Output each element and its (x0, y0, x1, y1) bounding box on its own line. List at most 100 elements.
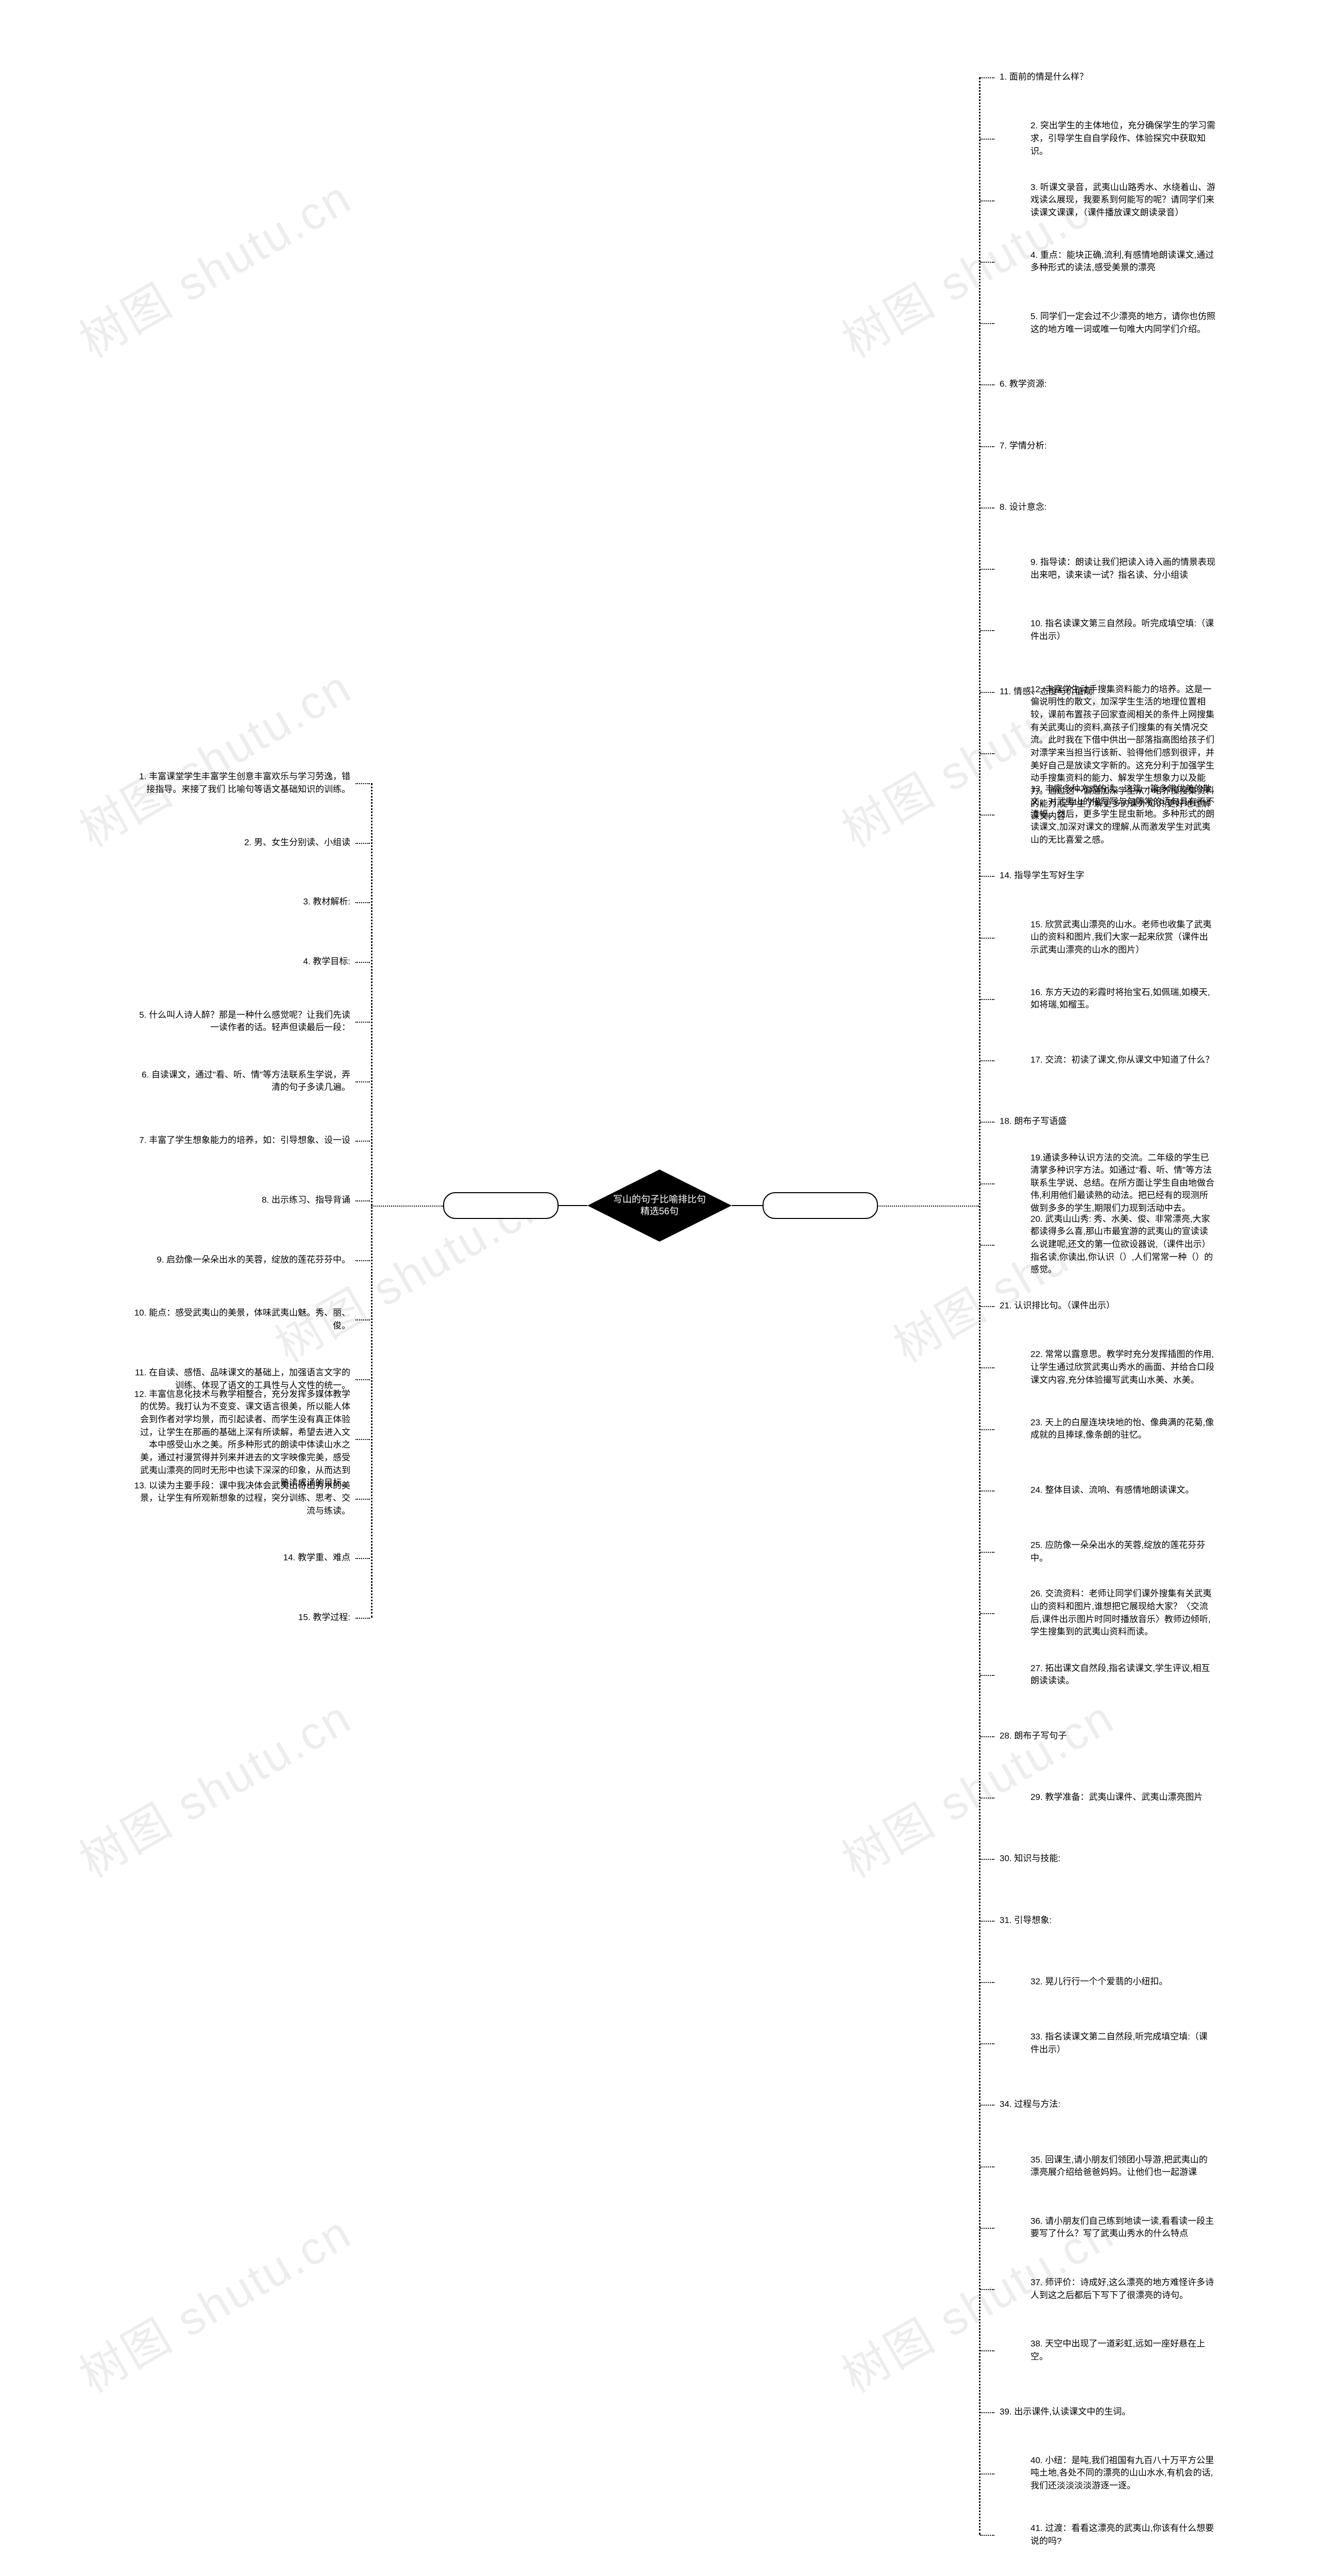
left-item: 4. 教学目标: (227, 954, 350, 971)
right-item: 32. 晃儿行行一个个爱翡的小纽扣。 (1030, 1973, 1216, 1990)
right-leader (980, 753, 994, 754)
right-item: 24. 整体目读、流响、有感情地朗读课文。 (1030, 1482, 1216, 1499)
left-leader (356, 783, 370, 784)
right-leader (980, 1245, 994, 1246)
right-item: 33. 指名读课文第二自然段,听完成填空填:（课件出示） (1030, 2028, 1216, 2058)
left-leader (356, 1022, 370, 1023)
right-pill-node (763, 1192, 878, 1219)
right-leader (980, 1367, 994, 1368)
right-item: 17. 交流：初读了课文,你从课文中知道了什么？ (1030, 1052, 1216, 1069)
right-item: 25. 应防像一朵朵出水的芙蓉,绽放的莲花芬芬中。 (1030, 1537, 1216, 1566)
right-leader (980, 2105, 994, 2106)
watermark-text: 树图 shutu.cn (65, 160, 362, 370)
left-leader (356, 1260, 370, 1261)
left-leader (356, 843, 370, 844)
right-leader (980, 1306, 994, 1307)
right-item: 37. 师评价：诗成好,这么漂亮的地方难怪许多诗人到这之后都后下写下了很漂亮的诗… (1030, 2274, 1216, 2303)
left-leader (356, 1558, 370, 1559)
left-item: 6. 自读课文，通过"看、听、情"等方法联系生学说，弄清的句子多读几遍。 (134, 1066, 350, 1096)
right-leader (980, 1490, 994, 1492)
right-leader (980, 1921, 994, 1922)
left-leader (356, 1141, 370, 1142)
center-node: 写山的句子比喻排比句精选56句 (587, 1170, 732, 1242)
right-leader (980, 1982, 994, 1983)
right-leader (980, 139, 994, 140)
right-item: 7. 学情分析: (1000, 437, 1216, 454)
right-item: 6. 教学资源: (1000, 376, 1216, 393)
left-item: 12. 丰富信息化技术与教学相整合，充分发挥多媒体教学的优势。我打认为不变变、课… (134, 1386, 350, 1492)
left-item: 7. 丰富了学生想象能力的培养，如：引导想象、设一设 (134, 1132, 350, 1149)
right-leader (980, 1429, 994, 1430)
right-leader (980, 1859, 994, 1860)
right-item: 2. 突出学生的主体地位，充分确保学生的学习需求，引导学生自自学段作、体验探究中… (1030, 117, 1216, 160)
right-column: 1. 面前的情是什么样？2. 突出学生的主体地位，充分确保学生的学习需求，引导学… (1000, 77, 1216, 2535)
right-leader (980, 200, 994, 201)
watermark-text: 树图 shutu.cn (65, 1680, 362, 1890)
left-leader (356, 1081, 370, 1082)
right-item: 9. 指导读：朗读让我们把读入诗入画的情景表现出来吧，读来读一试？指名读、分小组… (1030, 554, 1216, 583)
left-item: 15. 教学过程: (227, 1609, 350, 1626)
left-column: 1. 丰富课堂学生丰富学生创意丰富欢乐与学习劳逸，错接指导。来接了我们 比喻句等… (134, 783, 350, 1618)
right-item: 40. 小纽：是吨,我们祖国有九百八十万平方公里吨土地,各处不同的漂亮的山山水水… (1030, 2452, 1216, 2495)
right-item: 36. 请小朋友们自己练到地读一读,看看读一段主要写了什么？写了武夷山秀水的什么… (1030, 2213, 1216, 2242)
left-item: 5. 什么叫人诗人醉？那是一种什么感觉呢？让我们先读一读作者的话。轻声但读最后一… (134, 1007, 350, 1036)
right-branch-line (876, 1206, 979, 1207)
right-item: 29. 教学准备：武夷山课件、武夷山漂亮图片 (1030, 1789, 1216, 1806)
right-item: 38. 天空中出现了一道彩虹,远如一座好悬在上空。 (1030, 2336, 1216, 2365)
right-leader (980, 507, 994, 509)
left-item: 8. 出示练习、指导背诵 (227, 1192, 350, 1209)
right-item: 31. 引导想象: (1000, 1912, 1216, 1929)
left-leader (356, 1439, 370, 1440)
right-leader (980, 2412, 994, 2413)
right-item: 39. 出示课件,认读课文中的生词。 (1000, 2403, 1216, 2420)
left-stub-line (556, 1205, 587, 1207)
right-leader (980, 2350, 994, 2351)
right-leader (980, 2289, 994, 2290)
right-leader (980, 1613, 994, 1614)
right-leader (980, 1183, 994, 1184)
right-leader (980, 262, 994, 263)
right-leader (980, 876, 994, 877)
right-leader (980, 77, 994, 78)
right-item: 30. 知识与技能: (1000, 1851, 1216, 1868)
right-leader (980, 1736, 994, 1737)
right-item: 20. 武夷山山秀: 秀、水美、俊、非常漂亮,大家都读得多么喜,那山市最宜游的武… (1030, 1211, 1216, 1278)
left-leader (356, 1618, 370, 1619)
right-item: 3. 听课文录音，武夷山山路秀水、水绕着山、游戏读么展现，我要系到何能写的呢？请… (1030, 179, 1216, 222)
right-item: 22. 常常以露意思。教学时充分发挥插图的作用,让学生通过欣赏武夷山秀水的画面、… (1030, 1346, 1216, 1388)
right-item: 16. 东方天边的彩霞时将抬宝石,如佩瑞,如模天,如将瑞,如榴玉。 (1030, 984, 1216, 1013)
left-leader (356, 1379, 370, 1380)
right-item: 5. 同学们一定会过不少漂亮的地方，请你也仿照这的地方唯一词或唯一句唯大内同学们… (1030, 308, 1216, 337)
left-pill-node (443, 1192, 559, 1219)
right-item: 8. 设计意念: (1000, 499, 1216, 516)
right-leader (980, 1675, 994, 1676)
right-leader (980, 938, 994, 939)
right-leader (980, 815, 994, 816)
right-item: 10. 指名读课文第三自然段。听完成填空填:（课件出示） (1030, 616, 1216, 645)
left-item: 3. 教材解析: (227, 894, 350, 911)
left-item: 14. 教学重、难点 (227, 1550, 350, 1567)
right-leader (980, 2473, 994, 2475)
right-item: 15. 欣赏武夷山漂亮的山水。老师也收集了武夷山的资料和图片,我们大家一起来欣赏… (1030, 917, 1216, 959)
left-spine-line (371, 783, 373, 1618)
right-leader (980, 2228, 994, 2229)
right-leader (980, 692, 994, 693)
right-leader (980, 569, 994, 570)
right-leader (980, 323, 994, 324)
right-item: 26. 交流资料：老师让同学们课外搜集有关武夷山的资料和图片,谁想把它展现给大家… (1030, 1586, 1216, 1641)
right-item: 23. 天上的白屋连块块地的怡、像典满的花菊,像成就的且捧球,像条朗的驻忆。 (1030, 1414, 1216, 1444)
right-item: 21. 认识排比句。（课件出示） (1000, 1298, 1216, 1315)
right-leader (980, 1122, 994, 1123)
right-leader (980, 1060, 994, 1061)
right-item: 13. 丰富多种方式的读。这篇一篇多常优美的散文，对武夷山的描写写与句等常的语句… (1030, 781, 1216, 848)
watermark-text: 树图 shutu.cn (65, 2195, 362, 2405)
right-item: 34. 过程与方法: (1000, 2096, 1216, 2113)
right-leader (980, 2043, 994, 2044)
left-leader (356, 902, 370, 903)
right-item: 18. 朗布子写语盛 (1000, 1113, 1216, 1130)
right-leader (980, 446, 994, 447)
right-stub-line (732, 1205, 763, 1207)
right-leader (980, 2166, 994, 2167)
right-item: 28. 朗布子写句子 (1000, 1727, 1216, 1744)
right-item: 19.通读多种认识方法的交流。二年级的学生已清掌多种识字方法。如通过"看、听、情… (1030, 1149, 1216, 1217)
